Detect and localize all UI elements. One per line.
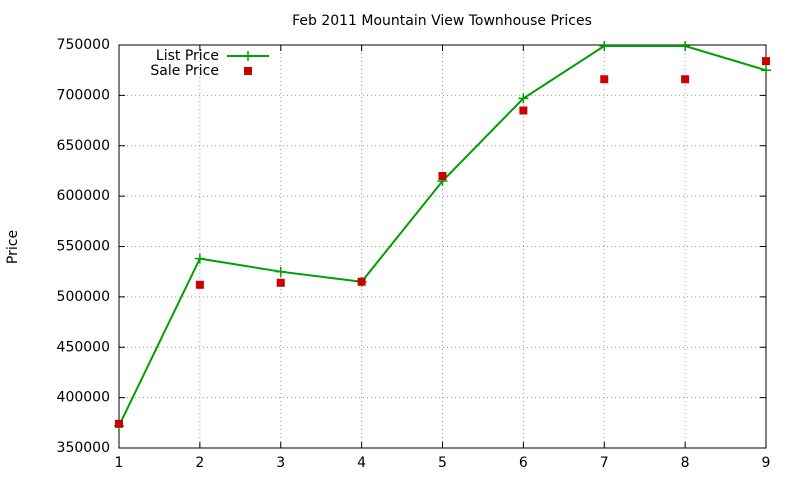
data-point: [518, 93, 529, 104]
data-point: [438, 171, 447, 180]
plot-frame: [118, 44, 767, 449]
y-tick-label: 650000: [57, 138, 110, 154]
x-tick-label: 5: [438, 455, 447, 471]
data-point: [194, 253, 205, 264]
data-point: [599, 41, 610, 52]
y-tick-label: 750000: [57, 37, 110, 53]
chart-title: Feb 2011 Mountain View Townhouse Prices: [292, 13, 592, 29]
y-axis-label: Price: [5, 230, 21, 264]
y-tick-label: 350000: [57, 440, 110, 456]
legend-marker: [244, 67, 252, 75]
data-point: [357, 277, 366, 286]
legend-label: List Price: [156, 48, 219, 64]
x-tick-label: 2: [195, 455, 204, 471]
y-tick-label: 500000: [57, 289, 110, 305]
data-point: [761, 65, 771, 76]
y-tick-label: 550000: [57, 239, 110, 255]
data-point: [680, 41, 691, 52]
y-tick-label: 600000: [57, 188, 110, 204]
x-tick-label: 8: [681, 455, 690, 471]
x-tick-label: 6: [519, 455, 528, 471]
legend-label: Sale Price: [150, 63, 219, 79]
x-tick-label: 1: [115, 455, 124, 471]
x-tick-label: 7: [600, 455, 609, 471]
data-point: [195, 280, 204, 289]
x-tick-label: 4: [357, 455, 366, 471]
y-tick-label: 450000: [57, 339, 110, 355]
data-point: [519, 106, 528, 115]
data-point: [276, 278, 285, 287]
data-point: [681, 75, 690, 84]
data-point: [275, 266, 286, 277]
data-point: [115, 419, 123, 428]
y-tick-label: 400000: [57, 390, 110, 406]
legend-marker: [243, 51, 253, 61]
data-point: [600, 75, 609, 84]
x-tick-label: 3: [276, 455, 285, 471]
x-tick-label: 9: [762, 455, 771, 471]
data-point: [762, 57, 770, 66]
y-tick-label: 700000: [57, 87, 110, 103]
